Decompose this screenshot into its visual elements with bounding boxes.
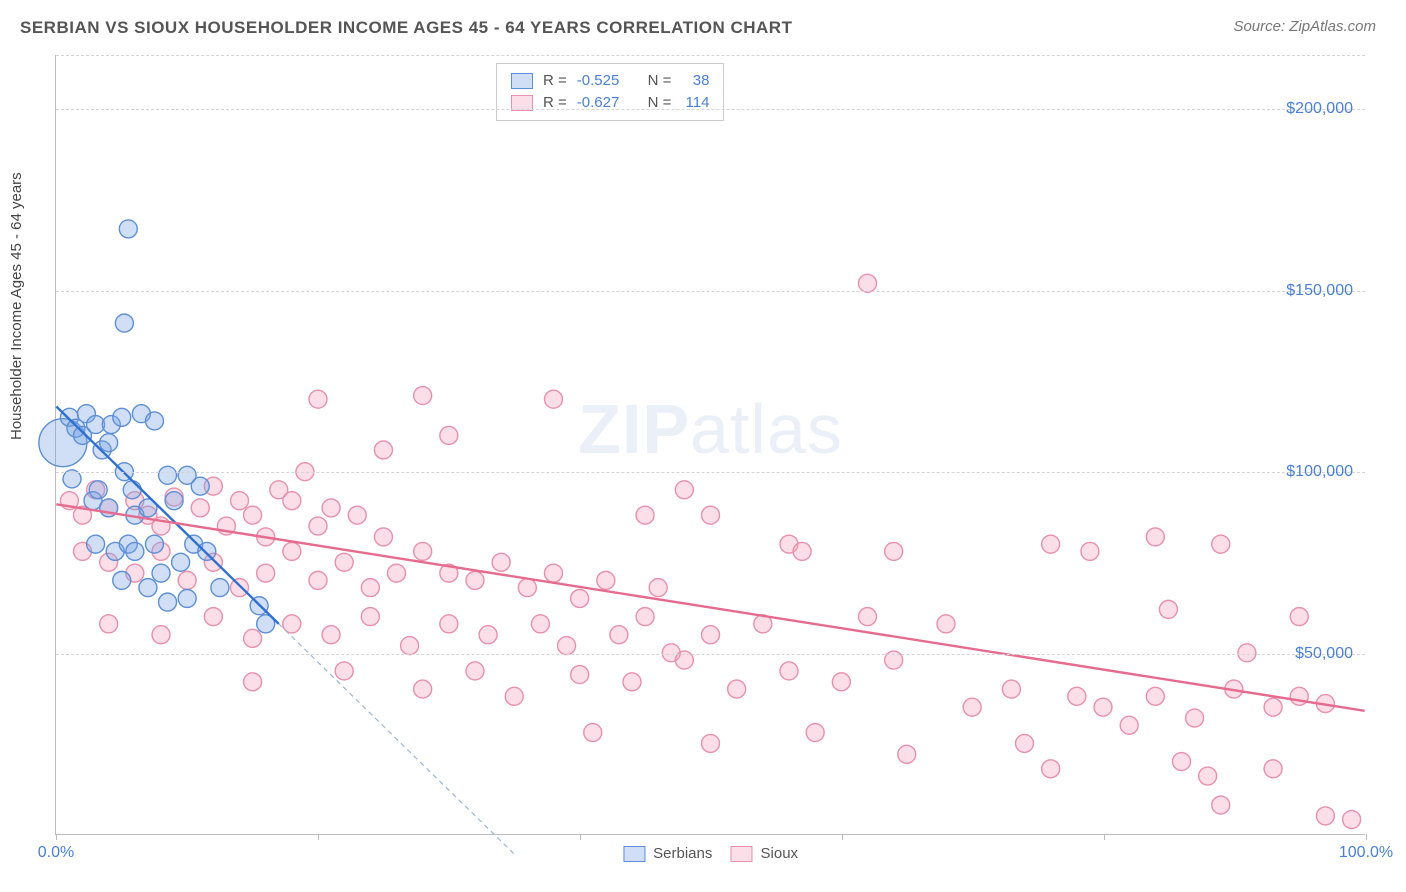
y-tick-label: $100,000: [1286, 463, 1353, 481]
gridline: [56, 291, 1365, 292]
y-tick-label: $150,000: [1286, 282, 1353, 300]
gridline: [56, 472, 1365, 473]
x-tick: [318, 834, 319, 840]
chart-title: SERBIAN VS SIOUX HOUSEHOLDER INCOME AGES…: [20, 18, 792, 38]
y-axis-label: Householder Income Ages 45 - 64 years: [8, 172, 25, 440]
swatch-serbians: [511, 73, 533, 89]
x-tick-label: 0.0%: [38, 844, 74, 862]
x-tick: [1104, 834, 1105, 840]
x-tick: [1366, 834, 1367, 840]
x-tick: [56, 834, 57, 840]
legend-row-sioux: R = -0.627 N = 114: [511, 92, 709, 114]
series-legend: Serbians Sioux: [623, 845, 798, 862]
x-tick: [580, 834, 581, 840]
gridline: [56, 654, 1365, 655]
legend-row-serbians: R = -0.525 N = 38: [511, 70, 709, 92]
gridline: [56, 109, 1365, 110]
swatch-sioux-icon: [730, 846, 752, 862]
y-tick-label: $50,000: [1295, 645, 1353, 663]
gridline: [56, 55, 1365, 56]
correlation-legend: R = -0.525 N = 38 R = -0.627 N = 114: [496, 63, 724, 121]
legend-item-sioux: Sioux: [730, 845, 798, 862]
legend-item-serbians: Serbians: [623, 845, 712, 862]
x-tick-label: 100.0%: [1339, 844, 1393, 862]
scatter-svg: [56, 55, 1365, 834]
chart-container: SERBIAN VS SIOUX HOUSEHOLDER INCOME AGES…: [0, 0, 1406, 892]
y-tick-label: $200,000: [1286, 100, 1353, 118]
source-label: Source: ZipAtlas.com: [1233, 18, 1376, 35]
x-tick: [842, 834, 843, 840]
plot-area: ZIPatlas R = -0.525 N = 38 R = -0.627 N …: [55, 55, 1365, 835]
swatch-serbians-icon: [623, 846, 645, 862]
